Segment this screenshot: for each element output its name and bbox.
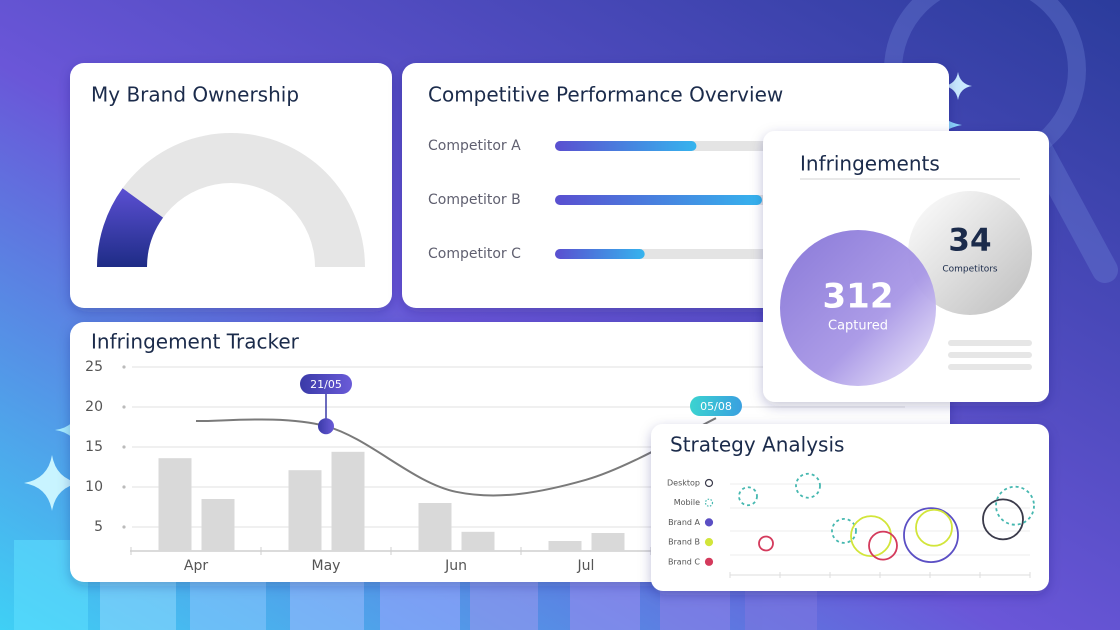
tick-mark [122, 525, 126, 529]
x-tick-label: May [312, 558, 341, 574]
infringements-card: Infringements 312 Captured 34 Competitor… [763, 131, 1049, 402]
bubble [982, 498, 1024, 541]
bar-label: Competitor B [428, 192, 521, 208]
y-tick-label: 20 [85, 399, 103, 415]
captured-bubble [780, 230, 936, 386]
bar [461, 531, 495, 551]
annotation-pill [300, 374, 352, 394]
y-tick-label: 25 [85, 359, 103, 375]
card-title: Infringements [800, 152, 940, 176]
card-title: My Brand Ownership [91, 83, 299, 107]
captured-value: 312 [823, 277, 894, 317]
card-title: Infringement Tracker [91, 330, 300, 354]
legend-icon [704, 518, 714, 527]
competitors-label: Competitors [942, 265, 998, 275]
bubble [795, 472, 821, 499]
y-tick-label: 10 [85, 479, 103, 495]
legend-label: Brand A [668, 518, 700, 527]
card-title: Strategy Analysis [670, 433, 844, 457]
annotation: 05/08 [700, 400, 732, 413]
bubble [831, 518, 857, 544]
y-tick-label: 15 [85, 439, 103, 455]
bubble [850, 515, 892, 558]
legend-icon [704, 498, 714, 507]
bar [288, 470, 322, 551]
bar [555, 249, 645, 259]
competitors-bubble [908, 191, 1032, 315]
legend-label: Brand B [668, 538, 700, 547]
tick-mark [122, 445, 126, 449]
bubble [995, 485, 1035, 526]
bar [331, 451, 365, 551]
point-marker [318, 418, 334, 435]
bubble [903, 507, 959, 563]
annotation: 21/05 [310, 378, 342, 391]
bar [548, 541, 582, 551]
bar [418, 503, 452, 551]
legend-label: Mobile [674, 498, 700, 507]
tick-mark [122, 365, 126, 369]
x-tick-label: Jul [577, 558, 595, 574]
strategy-card: Strategy Analysis Desktop Mobile Brand A Br… [651, 424, 1049, 591]
annotation-pill [690, 396, 742, 416]
bar [555, 141, 697, 151]
y-tick-label: 5 [94, 519, 103, 535]
card-title: Competitive Performance Overview [428, 83, 783, 107]
tick-mark [122, 405, 126, 409]
gauge-track [97, 133, 365, 267]
x-tick-label: Apr [184, 558, 208, 574]
gauge-fill [97, 188, 164, 267]
x-tick-label: Jun [444, 558, 467, 574]
bar-label: Competitor C [428, 246, 521, 262]
bubble [868, 530, 898, 561]
legend-icon [704, 557, 714, 566]
bubble [915, 508, 953, 547]
bar [201, 499, 235, 551]
brand-card: My Brand Ownership [70, 63, 392, 308]
legend-label: Desktop [667, 479, 700, 488]
bar [555, 195, 762, 205]
bubble [738, 486, 758, 507]
bar [591, 533, 625, 551]
line [195, 417, 717, 497]
bar-label: Competitor A [428, 138, 521, 154]
captured-label: Captured [828, 319, 888, 334]
legend-label: Brand C [668, 557, 700, 566]
competitors-value: 34 [948, 223, 991, 259]
legend-icon [704, 478, 714, 488]
tick-mark [122, 485, 126, 489]
bar [158, 458, 192, 551]
legend-icon [704, 537, 714, 547]
bubble [758, 535, 774, 552]
